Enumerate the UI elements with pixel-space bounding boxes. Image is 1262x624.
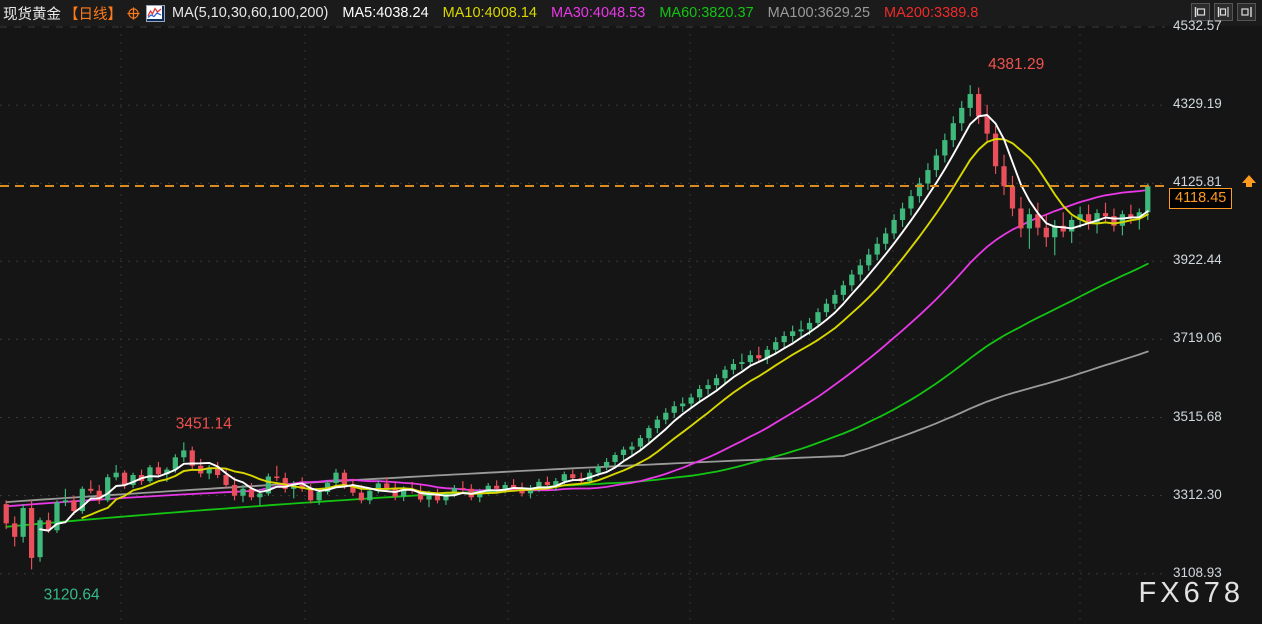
price-tick: 3922.44 <box>1173 252 1222 268</box>
candlestick-canvas: 4381.29 3120.64 3451.14 <box>0 26 1165 624</box>
price-annotations: 4381.29 3120.64 3451.14 <box>44 56 1045 603</box>
symbol-name: 现货黄金 <box>3 6 61 23</box>
align-right-icon[interactable] <box>1237 3 1256 21</box>
price-tick: 3515.68 <box>1173 408 1222 424</box>
ma30-line <box>5 189 1149 508</box>
ma200-value: MA200:3389.8 <box>884 5 979 21</box>
price-tick: 3312.30 <box>1173 486 1222 502</box>
ma60-value: MA60:3820.37 <box>659 5 754 21</box>
align-center-icon[interactable] <box>1214 3 1233 21</box>
indicator-chart-icon[interactable] <box>146 4 165 22</box>
ma100-value: MA100:3629.25 <box>767 5 871 21</box>
align-left-icon[interactable] <box>1191 3 1210 21</box>
chart-toolbar <box>1191 3 1256 21</box>
ma10-value: MA10:4008.14 <box>442 5 537 21</box>
ma-parameters-label: MA(5,10,30,60,100,200) <box>172 5 329 21</box>
price-tick: 4532.57 <box>1173 18 1222 33</box>
chart-header: 现货黄金 【日线】 MA(5,10,30,60,100,200) MA5:403… <box>0 0 1262 26</box>
svg-text:4381.29: 4381.29 <box>988 56 1044 73</box>
price-tick: 4329.19 <box>1173 96 1222 112</box>
crosshair-icon[interactable] <box>127 6 140 20</box>
last-price-arrow <box>1242 175 1256 188</box>
ma5-line <box>39 114 1149 532</box>
price-tick: 4125.81 <box>1173 174 1222 190</box>
watermark: FX678 <box>1138 577 1244 609</box>
svg-text:3120.64: 3120.64 <box>44 586 100 603</box>
period-label: 【日线】 <box>64 6 122 23</box>
price-chart-plot[interactable]: 4381.29 3120.64 3451.14 <box>0 26 1165 624</box>
svg-text:3451.14: 3451.14 <box>176 415 232 432</box>
ma5-value: MA5:4038.24 <box>342 5 429 21</box>
last-price-badge[interactable]: 4118.45 <box>1169 188 1233 210</box>
price-axis[interactable]: 4532.57 4329.19 4125.81 3922.44 3719.06 3515.… <box>1165 18 1262 624</box>
price-tick: 3719.06 <box>1173 330 1222 346</box>
ma100-line <box>5 350 1149 504</box>
ma30-value: MA30:4048.53 <box>550 5 646 21</box>
grid-lines <box>0 26 1165 624</box>
price-tick: 3108.93 <box>1173 564 1222 580</box>
ma10-line <box>81 138 1149 519</box>
